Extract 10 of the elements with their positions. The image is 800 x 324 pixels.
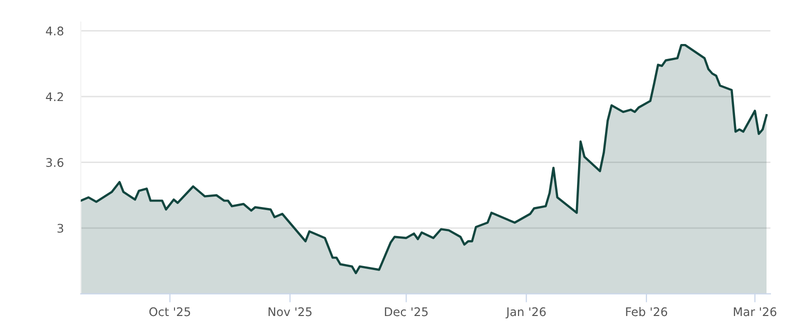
x-tick-label: Oct '25 [149, 307, 190, 316]
x-tick-label: Nov '25 [268, 307, 312, 316]
x-tick-label: Feb '26 [626, 307, 668, 316]
x-tick-label: Dec '25 [384, 307, 428, 316]
y-tick-label: 3 [58, 224, 64, 233]
x-tick-label: Jan '26 [506, 307, 546, 318]
x-tick-label: Mar '26 [734, 307, 776, 316]
y-tick-label: 4.8 [46, 26, 64, 36]
y-tick-label: 3.6 [46, 158, 64, 167]
y-tick-label: 4.2 [46, 92, 63, 102]
